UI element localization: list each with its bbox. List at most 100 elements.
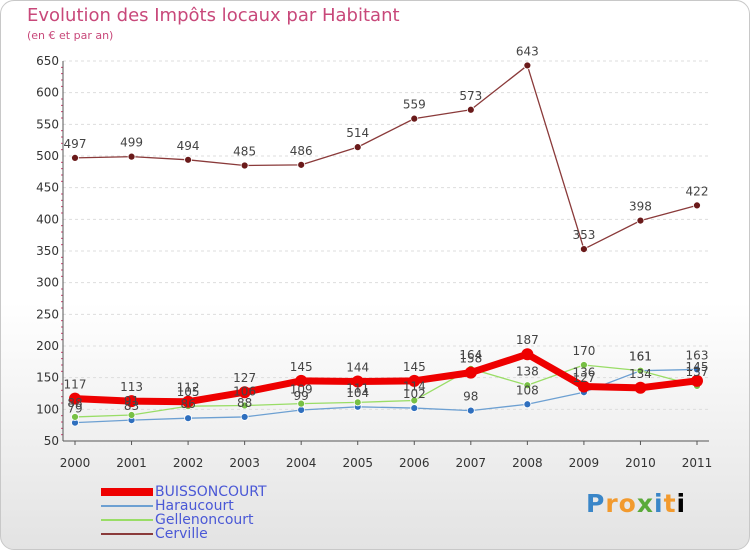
data-point-cerville: [71, 153, 79, 162]
data-label-haraucourt: 161: [629, 350, 652, 364]
y-tick-label: 150: [36, 371, 59, 385]
data-label-cerville: 486: [290, 144, 313, 158]
data-label-buissoncourt: 145: [686, 360, 709, 374]
data-point-gellenoncourt: [297, 399, 306, 408]
data-point-gellenoncourt: [240, 401, 249, 410]
data-label-haraucourt: 104: [346, 386, 369, 400]
data-point-cerville: [636, 216, 645, 225]
data-label-buissoncourt: 136: [572, 366, 595, 380]
data-point-buissoncourt: [238, 386, 251, 399]
data-point-gellenoncourt: [580, 361, 588, 369]
data-point-gellenoncourt: [71, 413, 79, 421]
data-label-cerville: 559: [403, 98, 426, 112]
data-point-cerville: [297, 160, 306, 169]
proxiti-logo: Proxiti: [586, 489, 687, 518]
data-label-gellenoncourt: 161: [629, 350, 652, 364]
data-point-buissoncourt: [521, 348, 534, 361]
data-label-gellenoncourt: 91: [124, 394, 139, 408]
data-point-buissoncourt: [577, 380, 590, 393]
data-label-cerville: 514: [346, 126, 369, 140]
data-label-cerville: 499: [120, 136, 143, 150]
x-tick-label: 2007: [456, 456, 487, 470]
data-label-haraucourt: 127: [572, 371, 595, 385]
legend-swatch: [101, 519, 153, 521]
data-label-buissoncourt: 144: [346, 360, 369, 374]
data-label-haraucourt: 79: [67, 402, 82, 416]
data-label-gellenoncourt: 109: [290, 383, 313, 397]
data-label-gellenoncourt: 164: [459, 348, 482, 362]
x-tick-label: 2006: [399, 456, 430, 470]
data-label-buissoncourt: 158: [459, 352, 482, 366]
data-label-cerville: 573: [459, 89, 482, 103]
data-point-haraucourt: [693, 365, 701, 374]
y-tick-label: 200: [36, 339, 59, 353]
y-tick-label: 550: [36, 117, 59, 131]
data-label-buissoncourt: 113: [120, 380, 143, 394]
data-point-gellenoncourt: [127, 411, 136, 419]
data-point-buissoncourt: [634, 381, 647, 394]
data-point-gellenoncourt: [410, 396, 419, 405]
data-point-buissoncourt: [691, 374, 703, 387]
data-label-haraucourt: 88: [237, 396, 252, 410]
data-label-gellenoncourt: 105: [177, 385, 200, 399]
data-point-haraucourt: [240, 413, 249, 421]
data-label-cerville: 497: [64, 137, 87, 151]
legend-label: Haraucourt: [155, 498, 234, 514]
data-label-cerville: 643: [516, 44, 539, 58]
data-point-gellenoncourt: [636, 366, 645, 375]
x-tick-label: 2001: [116, 456, 147, 470]
data-label-haraucourt: 163: [686, 348, 709, 362]
data-point-cerville: [410, 114, 419, 123]
series-line-gellenoncourt: [74, 364, 698, 418]
data-label-gellenoncourt: 137: [686, 365, 709, 379]
data-point-cerville: [693, 201, 701, 210]
data-point-cerville: [127, 152, 136, 161]
y-tick-label: 650: [36, 54, 59, 68]
chart-title: Evolution des Impôts locaux par Habitant: [27, 5, 400, 26]
legend-label: BUISSONCOURT: [155, 484, 267, 500]
data-point-buissoncourt: [295, 374, 308, 387]
y-tick-label: 450: [36, 181, 59, 195]
data-point-haraucourt: [410, 404, 419, 412]
data-point-cerville: [353, 143, 362, 152]
data-point-cerville: [240, 161, 249, 170]
chart-legend: BUISSONCOURT Haraucourt Gellenoncourt Cervi…: [101, 484, 361, 542]
data-point-buissoncourt: [182, 395, 195, 408]
data-label-haraucourt: 86: [180, 397, 195, 411]
series-line-cerville: [74, 64, 698, 250]
data-point-buissoncourt: [69, 392, 81, 405]
data-label-haraucourt: 108: [516, 383, 539, 397]
data-label-cerville: 485: [233, 145, 256, 159]
data-label-buissoncourt: 127: [233, 371, 256, 385]
legend-item: Gellenoncourt: [101, 512, 361, 528]
legend-swatch: [101, 505, 153, 507]
data-label-buissoncourt: 145: [403, 360, 426, 374]
legend-item: Haraucourt: [101, 498, 361, 514]
data-point-gellenoncourt: [523, 381, 532, 390]
y-tick-label: 300: [36, 276, 59, 290]
data-label-gellenoncourt: 106: [233, 385, 256, 399]
data-label-buissoncourt: 134: [629, 367, 652, 381]
data-label-cerville: 353: [572, 228, 595, 242]
x-tick-label: 2004: [286, 456, 317, 470]
x-tick-label: 2009: [569, 456, 600, 470]
x-tick-label: 2011: [682, 456, 713, 470]
legend-label: Gellenoncourt: [155, 512, 254, 528]
y-tick-label: 250: [36, 307, 59, 321]
data-label-haraucourt: 102: [403, 387, 426, 401]
y-tick-label: 100: [36, 402, 59, 416]
data-point-buissoncourt: [408, 374, 421, 387]
chart-subtitle: (en € et par an): [27, 29, 114, 42]
y-tick-label: 600: [36, 86, 59, 100]
data-label-buissoncourt: 112: [177, 381, 200, 395]
data-label-gellenoncourt: 111: [346, 381, 369, 395]
legend-swatch: [101, 533, 153, 535]
legend-swatch: [101, 488, 153, 496]
data-label-gellenoncourt: 170: [572, 344, 595, 358]
data-point-buissoncourt: [351, 375, 364, 388]
data-label-cerville: 494: [177, 139, 200, 153]
data-label-buissoncourt: 187: [516, 333, 539, 347]
series-line-buissoncourt: [71, 350, 701, 406]
x-tick-label: 2003: [229, 456, 260, 470]
